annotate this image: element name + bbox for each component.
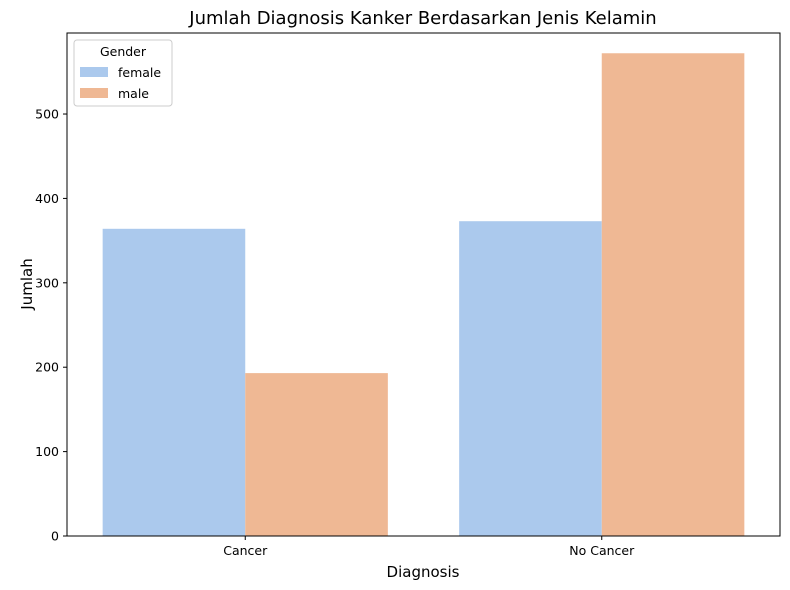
bar-female-no-cancer	[459, 221, 602, 537]
y-tick-label: 0	[51, 529, 59, 544]
y-tick-label: 200	[35, 360, 59, 375]
legend-label-female: female	[118, 65, 161, 80]
legend-swatch-female	[80, 67, 108, 77]
plot-frame	[66, 32, 781, 537]
bars-layer	[102, 53, 745, 537]
bar-male-cancer	[245, 373, 388, 536]
legend-swatch-male	[80, 88, 108, 98]
y-tick-label: 300	[35, 275, 59, 290]
y-tick-label: 100	[35, 444, 59, 459]
bar-male-no-cancer	[601, 53, 745, 536]
chart-title: Jumlah Diagnosis Kanker Berdasarkan Jeni…	[188, 8, 656, 29]
legend: Gender female male	[73, 39, 173, 107]
x-axis-label: Diagnosis	[387, 563, 460, 581]
y-axis-label: Jumlah	[18, 258, 36, 310]
x-tick-label: No Cancer	[569, 543, 635, 558]
x-tick-label: Cancer	[223, 543, 268, 558]
axes-layer: Cancer No Cancer 0 100 200 300 400 500	[35, 32, 781, 558]
legend-title: Gender	[100, 44, 147, 59]
y-tick-label: 500	[35, 107, 59, 122]
y-tick-label: 400	[35, 191, 59, 206]
bar-female-cancer	[102, 228, 246, 537]
legend-label-male: male	[118, 86, 149, 101]
